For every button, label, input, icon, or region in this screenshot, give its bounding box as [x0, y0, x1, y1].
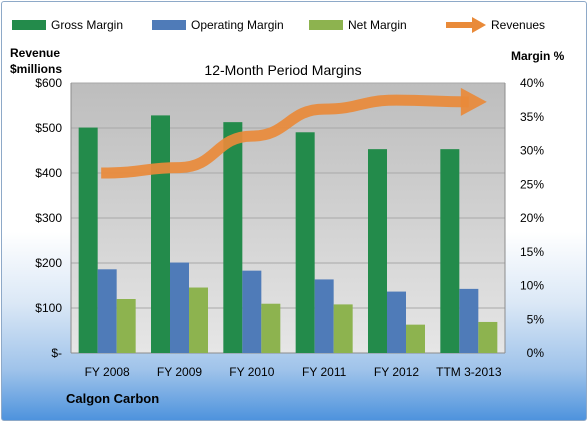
bar-net-margin: [189, 287, 208, 353]
left-axis-title-line1: Revenue: [10, 46, 60, 60]
left-tick-label: $500: [35, 121, 62, 135]
x-tick-label: TTM 3-2013: [436, 365, 502, 379]
left-tick-label: $300: [35, 211, 62, 225]
right-axis-title: Margin %: [511, 49, 565, 63]
bar-operating-margin: [459, 288, 479, 353]
legend-revenues-arrowhead: [472, 17, 486, 33]
right-tick-label: 5%: [527, 312, 545, 326]
x-tick-label: FY 2012: [374, 365, 419, 379]
bar-net-margin: [406, 324, 425, 353]
x-tick-label: FY 2008: [85, 365, 130, 379]
bar-operating-margin: [314, 279, 334, 353]
x-tick-label: FY 2011: [302, 365, 347, 379]
revenues-arrowhead: [460, 87, 487, 116]
bar-gross-margin: [440, 149, 460, 353]
bar-operating-margin: [242, 270, 262, 353]
legend-label: Net Margin: [348, 18, 407, 32]
bar-gross-margin: [223, 122, 243, 354]
bar-gross-margin: [295, 132, 315, 353]
right-tick-label: 25%: [520, 177, 544, 191]
bar-gross-margin: [368, 149, 387, 353]
revenues-line: [101, 94, 469, 179]
bar-gross-margin: [151, 115, 170, 354]
left-tick-label: $400: [35, 166, 62, 180]
right-tick-label: 35%: [520, 110, 544, 124]
left-tick-label: $200: [35, 256, 62, 270]
left-tick-label: $100: [35, 301, 62, 315]
left-tick-label: $600: [35, 76, 62, 90]
company-name: Calgon Carbon: [66, 391, 159, 406]
bar-net-margin: [478, 321, 498, 353]
right-tick-label: 20%: [520, 211, 544, 225]
bar-net-margin: [116, 299, 136, 353]
bar-gross-margin: [78, 127, 98, 353]
chart-title: 12-Month Period Margins: [204, 62, 361, 78]
legend-revenues-swatch: [446, 22, 474, 28]
bar-operating-margin: [387, 291, 406, 353]
legend-swatch-net-margin: [309, 20, 343, 30]
right-tick-label: 0%: [527, 346, 545, 360]
x-tick-label: FY 2009: [157, 365, 202, 379]
bar-net-margin: [261, 303, 281, 353]
left-axis-title-line2: $millions: [10, 62, 62, 76]
bar-operating-margin: [170, 262, 189, 353]
bar-operating-margin: [97, 269, 117, 353]
right-tick-label: 40%: [520, 76, 544, 90]
right-tick-label: 30%: [520, 144, 544, 158]
bar-net-margin: [333, 304, 353, 353]
legend-label: Gross Margin: [51, 18, 123, 32]
legend-swatch-operating-margin: [152, 20, 186, 30]
right-tick-label: 10%: [520, 279, 544, 293]
left-tick-label: $-: [51, 346, 62, 360]
legend-label: Revenues: [491, 18, 545, 32]
x-tick-label: FY 2010: [229, 365, 274, 379]
legend-label: Operating Margin: [191, 18, 284, 32]
legend-swatch-gross-margin: [12, 20, 46, 30]
right-tick-label: 15%: [520, 245, 544, 259]
